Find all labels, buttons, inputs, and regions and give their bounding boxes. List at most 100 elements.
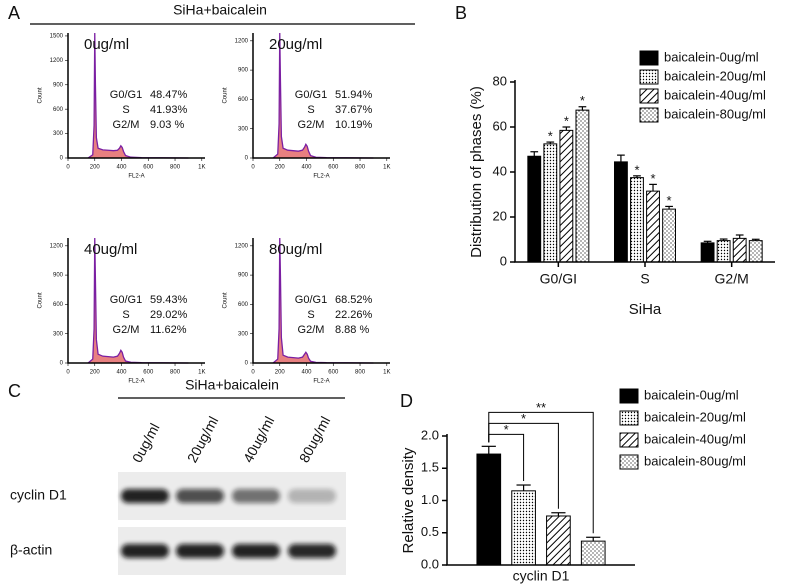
y-tick-label: 1200: [235, 38, 249, 44]
y-tick-label: 300: [238, 331, 249, 337]
histogram-area: [272, 32, 374, 159]
phase-percent: 48.47%: [150, 89, 188, 101]
phase-percent: 22.26%: [335, 309, 373, 321]
legend-label: baicalein-20ug/ml: [664, 68, 766, 83]
legend-label: baicalein-0ug/ml: [644, 387, 739, 402]
y-tick-label: 600: [53, 107, 64, 113]
y-tick-label: 0: [60, 156, 64, 162]
lane-label: 80ug/ml: [296, 414, 334, 465]
y-tick-label: 0: [245, 361, 249, 367]
bar: [559, 129, 574, 263]
x-tick-label: G0/GI: [540, 271, 577, 287]
x-tick-label: 0: [66, 370, 70, 376]
bar: [748, 240, 763, 263]
y-tick-label: 20: [493, 208, 507, 223]
x-tick-label: 0: [66, 165, 70, 171]
bar: [575, 109, 590, 263]
phase-label: G2/M: [113, 324, 140, 336]
legend-label: baicalein-40ug/ml: [664, 87, 766, 102]
y-tick-label: 600: [238, 97, 249, 103]
phase-label: G0/G1: [295, 89, 327, 101]
y-tick-label: 0: [245, 156, 249, 162]
phase-percent: 8.88 %: [335, 324, 369, 336]
legend-label: baicalein-80ug/ml: [664, 106, 766, 121]
blot-row-label: cyclin D1: [10, 487, 67, 503]
legend-label: baicalein-20ug/ml: [644, 409, 746, 424]
x-tick-label: G2/M: [715, 271, 749, 287]
x-tick-label: 200: [275, 370, 286, 376]
x-tick-label: 600: [143, 370, 154, 376]
y-tick-label: 60: [493, 118, 507, 133]
x-tick-label: 200: [275, 165, 286, 171]
x-tick-label: 400: [117, 370, 128, 376]
comparison-label: *: [521, 411, 526, 426]
significance-label: *: [580, 93, 585, 108]
x-tick-label: cyclin D1: [513, 568, 570, 584]
lane-label: 40ug/ml: [240, 414, 278, 465]
y-axis-label: Count: [38, 292, 44, 308]
phase-percent: 11.62%: [150, 324, 187, 336]
bar: [630, 177, 644, 263]
panel-label: B: [455, 3, 467, 23]
x-tick-label: 400: [302, 370, 313, 376]
y-tick-label: 0: [500, 253, 507, 268]
x-tick-label: 1K: [198, 165, 205, 171]
phase-percent: 37.67%: [335, 104, 373, 116]
y-tick-label: 1.5: [421, 460, 439, 475]
legend-swatch: [639, 50, 659, 66]
blot-band: [121, 544, 169, 558]
y-tick-label: 900: [238, 273, 249, 279]
y-tick-label: 300: [53, 331, 64, 337]
blot-band: [288, 544, 336, 558]
panel-label: D: [400, 391, 413, 411]
x-tick-label: 1K: [383, 165, 390, 171]
significance-label: *: [634, 162, 639, 177]
x-tick-label: 1K: [198, 370, 205, 376]
phase-percent: 9.03 %: [150, 119, 184, 131]
phase-label: S: [122, 104, 129, 116]
bar: [732, 237, 747, 263]
x-tick-label: 800: [355, 370, 366, 376]
y-tick-label: 80: [493, 73, 507, 88]
phase-label: S: [307, 309, 314, 321]
phase-label: S: [307, 104, 314, 116]
lane-label: 0ug/ml: [129, 421, 163, 466]
x-tick-label: S: [640, 271, 649, 287]
significance-label: *: [667, 193, 672, 208]
blot-band: [232, 489, 280, 503]
phase-percent: 51.94%: [335, 89, 373, 101]
phase-label: G0/G1: [110, 89, 142, 101]
legend-swatch: [639, 88, 659, 104]
y-tick-label: 300: [238, 126, 249, 132]
phase-percent: 68.52%: [335, 294, 373, 306]
lane-label: 20ug/ml: [184, 414, 222, 465]
bar: [662, 208, 676, 263]
bar: [614, 161, 628, 263]
bar: [646, 190, 660, 263]
x-axis-label: FL2-A: [313, 379, 329, 385]
x-axis-label: FL2-A: [128, 174, 144, 180]
y-tick-label: 600: [238, 302, 249, 308]
blot-band: [288, 489, 336, 503]
significance-label: *: [548, 129, 553, 144]
histogram-area: [87, 237, 189, 364]
phase-label: G2/M: [113, 119, 140, 131]
blot-band: [232, 544, 280, 558]
y-tick-label: 2.0: [421, 427, 439, 442]
bar: [716, 240, 731, 263]
y-tick-label: 1200: [50, 58, 64, 64]
legend-label: baicalein-80ug/ml: [644, 453, 746, 468]
y-tick-label: 900: [53, 82, 64, 88]
x-tick-label: 800: [355, 165, 366, 171]
panel-title: 40ug/ml: [84, 241, 137, 258]
x-tick-label: 800: [170, 165, 181, 171]
y-axis-label: Relative density: [400, 447, 417, 553]
histogram-area: [87, 32, 189, 159]
bar: [476, 453, 502, 566]
axis: [446, 434, 635, 566]
legend-swatch: [619, 454, 639, 470]
panel-a-header: SiHa+baicalein: [173, 2, 267, 18]
y-tick-label: 1500: [50, 34, 64, 40]
blot-band: [176, 489, 224, 503]
